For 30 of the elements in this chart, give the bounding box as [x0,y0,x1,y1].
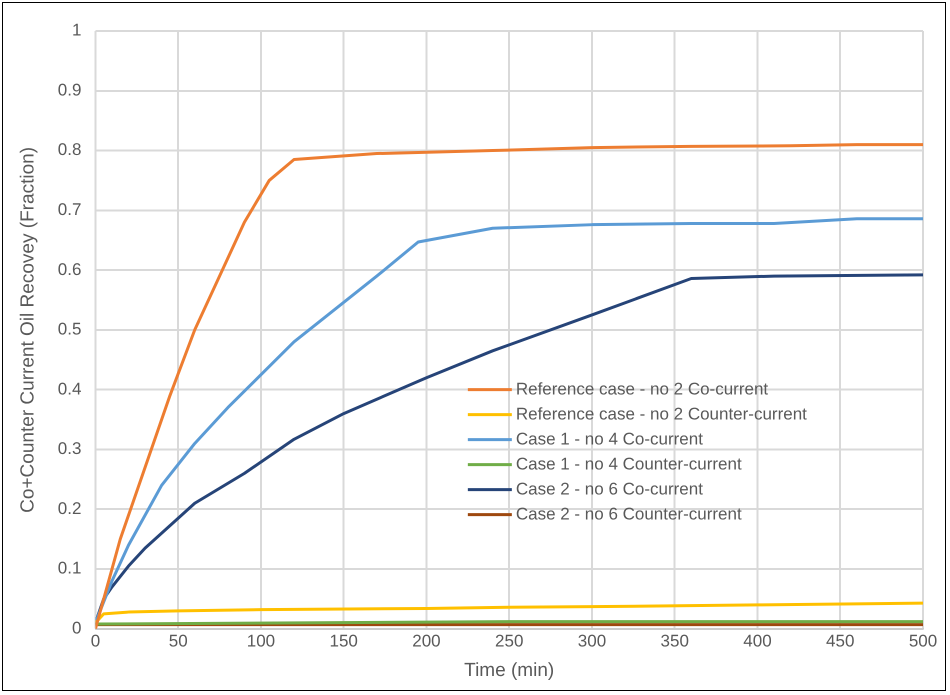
x-tick-label: 50 [168,632,188,651]
y-tick-label: 0.4 [58,379,82,398]
x-tick-label: 400 [743,632,772,651]
legend-label: Reference case - no 2 Counter-current [516,404,808,424]
x-tick-label: 100 [246,632,276,651]
legend-label: Case 1 - no 4 Co-current [516,429,704,448]
y-tick-label: 0.8 [58,140,82,160]
x-axis-title: Time (min) [464,660,554,681]
x-tick-label: 500 [908,632,938,651]
y-tick-label: 0.1 [58,558,82,578]
x-tick-label: 350 [660,632,689,651]
y-tick-label: 0.5 [58,320,82,339]
y-tick-label: 0.9 [58,80,82,100]
y-axis-title: Co+Counter Current Oil Recovey (Fraction) [18,146,39,513]
y-tick-label: 0 [72,618,82,638]
x-tick-label: 450 [826,632,854,651]
legend-label: Case 2 - no 6 Co-current [516,479,704,498]
y-tick-label: 0.6 [58,260,82,279]
x-tick-label: 250 [495,632,524,651]
legend-label: Reference case - no 2 Co-current [516,379,768,398]
legend-label: Case 2 - no 6 Counter-current [516,504,742,524]
y-tick-label: 0.3 [58,439,82,458]
y-tick-label: 1 [72,20,82,40]
x-tick-label: 150 [330,632,358,651]
x-tick-label: 300 [578,632,606,651]
x-tick-label: 200 [412,632,441,651]
x-tick-label: 0 [90,632,100,651]
y-tick-label: 0.2 [58,498,82,518]
legend-label: Case 1 - no 4 Counter-current [516,454,742,474]
y-tick-label: 0.7 [58,200,82,220]
